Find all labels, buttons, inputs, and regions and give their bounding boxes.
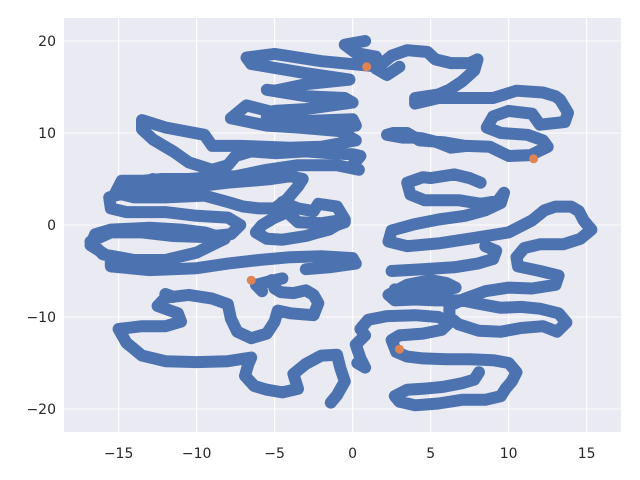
scatter-point (394, 344, 404, 354)
series-1 (246, 62, 539, 354)
y-tick-label: 0 (47, 218, 56, 234)
data-series (84, 35, 598, 412)
scatter-point (246, 275, 256, 285)
y-tick-label: −10 (26, 310, 56, 326)
point-trail (349, 309, 523, 412)
point-trail (249, 272, 289, 298)
series-0 (84, 35, 598, 412)
x-tick-label: 10 (500, 446, 518, 462)
point-trail (249, 196, 351, 246)
x-tick-label: 15 (578, 446, 596, 462)
y-tick-label: −20 (26, 402, 56, 418)
x-axis-tick-labels: −15 −10 −5 0 5 10 15 (104, 446, 596, 462)
y-tick-label: 20 (38, 34, 56, 50)
x-tick-label: −15 (104, 446, 134, 462)
x-tick-label: 5 (426, 446, 435, 462)
x-tick-label: −10 (182, 446, 212, 462)
point-trail (84, 159, 365, 277)
point-trail (140, 173, 159, 195)
y-axis-tick-labels: −20 −10 0 10 20 (26, 34, 56, 418)
y-tick-label: 10 (38, 126, 56, 142)
x-tick-label: 0 (348, 446, 357, 462)
point-trail (385, 240, 503, 277)
scatter-point (362, 62, 372, 72)
point-trail (382, 168, 598, 338)
point-trail (112, 274, 351, 409)
x-tick-label: −5 (264, 446, 285, 462)
point-trail (136, 35, 387, 176)
point-trail (370, 44, 574, 162)
point-trail (159, 288, 180, 303)
scatter-point (529, 154, 539, 164)
